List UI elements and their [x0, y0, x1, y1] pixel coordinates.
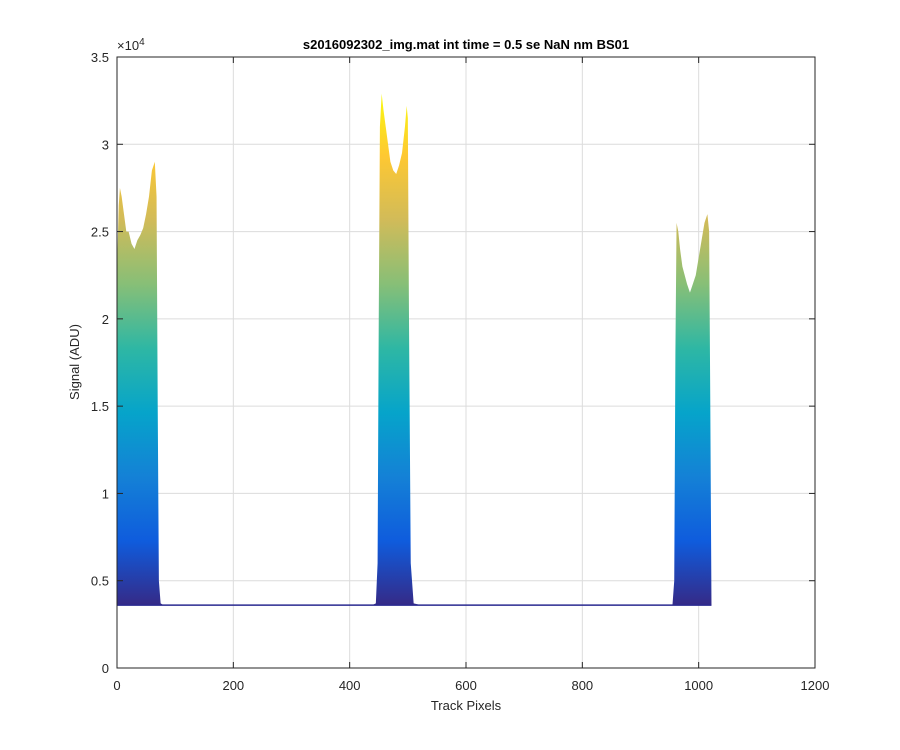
- y-ticks: 0 0.5 1 1.5 2 2.5 3 3.5: [91, 50, 815, 676]
- y-tick-label: 0.5: [91, 574, 109, 589]
- x-tick-label: 400: [339, 678, 361, 693]
- y-tick-label: 1.5: [91, 399, 109, 414]
- series-layer: [117, 93, 712, 606]
- x-tick-label: 0: [113, 678, 120, 693]
- grid: [117, 57, 815, 668]
- x-ticks: 0 200 400 600 800 1000 1200: [113, 57, 829, 693]
- chart-title: s2016092302_img.mat int time = 0.5 se Na…: [303, 37, 629, 52]
- y-exponent-power: 4: [139, 37, 145, 48]
- y-tick-label: 2: [102, 312, 109, 327]
- y-exponent-base: ×10: [117, 38, 139, 53]
- y-exponent-label: ×104: [117, 37, 145, 53]
- x-tick-label: 800: [571, 678, 593, 693]
- y-tick-label: 2.5: [91, 225, 109, 240]
- y-tick-label: 3.5: [91, 50, 109, 65]
- y-axis-label: Signal (ADU): [67, 324, 82, 400]
- y-tick-label: 0: [102, 661, 109, 676]
- x-tick-label: 1200: [801, 678, 830, 693]
- x-axis-label: Track Pixels: [431, 698, 502, 713]
- x-tick-label: 1000: [684, 678, 713, 693]
- y-tick-label: 3: [102, 137, 109, 152]
- y-tick-label: 1: [102, 486, 109, 501]
- x-tick-label: 600: [455, 678, 477, 693]
- x-tick-label: 200: [222, 678, 244, 693]
